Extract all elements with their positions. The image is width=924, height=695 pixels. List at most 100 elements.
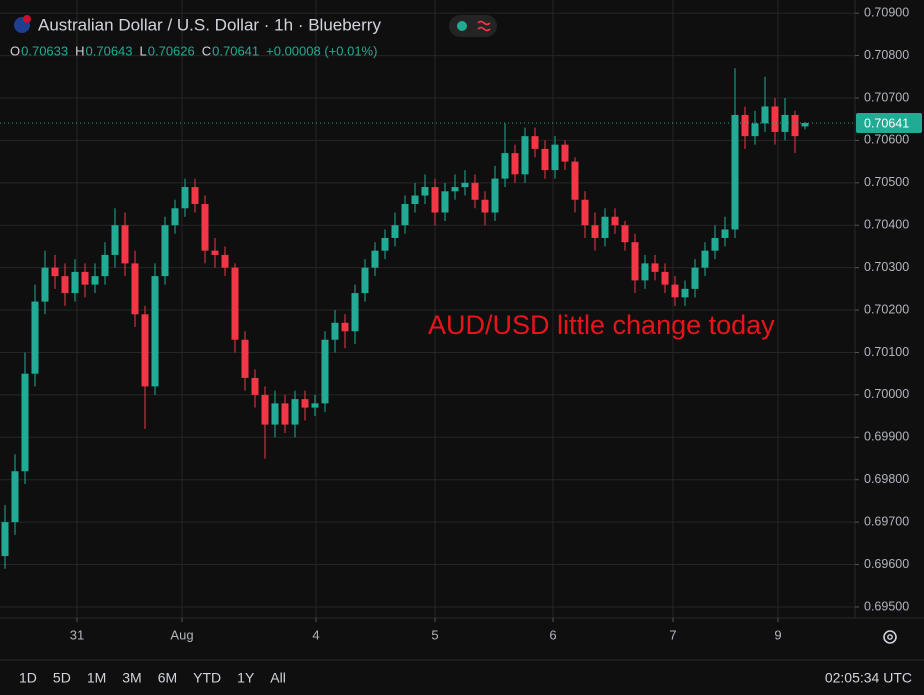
candle-body	[151, 276, 159, 387]
candle-body	[171, 208, 179, 226]
candle-body	[121, 225, 129, 264]
x-tick-label: 5	[431, 627, 438, 642]
candle-layer	[0, 68, 855, 569]
status-wave	[477, 20, 491, 32]
y-tick-label: 0.70000	[864, 387, 909, 401]
candle-body	[751, 123, 759, 137]
flag-icon-accent	[23, 15, 31, 23]
candle-body	[621, 225, 629, 243]
status-pill[interactable]	[449, 15, 497, 37]
candle-body	[661, 271, 669, 285]
range-button[interactable]: 1Y	[237, 670, 255, 686]
candle-body	[161, 225, 169, 277]
ohlc-value: 0.70626	[148, 43, 195, 58]
candle-body	[531, 136, 539, 149]
candle-body	[311, 403, 319, 408]
candle-body	[301, 399, 309, 408]
candle-body	[91, 276, 99, 285]
candle-body	[441, 191, 449, 213]
candle-body	[561, 144, 569, 162]
header: Australian Dollar / U.S. Dollar · 1h · B…	[10, 15, 497, 58]
x-tick-label: 6	[549, 627, 556, 642]
y-tick-label: 0.70900	[864, 5, 909, 19]
candle-body	[271, 403, 279, 425]
range-button[interactable]: YTD	[193, 670, 221, 686]
y-tick-label: 0.70100	[864, 345, 909, 359]
settings-core	[887, 634, 893, 640]
candle-body	[431, 187, 439, 213]
range-button[interactable]: 6M	[158, 670, 177, 686]
y-tick-label: 0.70400	[864, 218, 909, 232]
ohlc-key: L	[140, 43, 147, 58]
axis-layer: 0.70900 0.70800 0.70700 0.70600 0.70500 0.704…	[70, 5, 922, 642]
candle-body	[651, 263, 659, 272]
y-tick-label: 0.69500	[864, 599, 909, 613]
candle-body	[641, 263, 649, 281]
range-button[interactable]: 5D	[53, 670, 71, 686]
candle-body	[541, 148, 549, 171]
candle-body	[321, 339, 329, 404]
y-tick-label: 0.69700	[864, 514, 909, 528]
range-button[interactable]: 1M	[87, 670, 106, 686]
candle-body	[521, 136, 529, 175]
candle-body	[231, 267, 239, 340]
range-button[interactable]: All	[270, 670, 286, 686]
candle-body	[801, 123, 809, 127]
candle-body	[461, 182, 469, 188]
y-tick-label: 0.69600	[864, 557, 909, 571]
candle-body	[671, 284, 679, 298]
x-tick-label: 9	[774, 627, 781, 642]
candle-body	[501, 153, 509, 179]
candle-body	[691, 267, 699, 289]
candle-body	[71, 271, 79, 294]
candle-body	[601, 216, 609, 238]
candle-body	[1, 522, 9, 557]
y-tick-label: 0.69900	[864, 430, 909, 444]
settings-icon[interactable]	[883, 630, 897, 644]
candle-body	[711, 237, 719, 251]
candle-body	[201, 204, 209, 251]
toolbar: 1D 5D 1M 3M 6M YTD 1Y All	[19, 670, 286, 686]
candle-body	[401, 204, 409, 226]
last-price-label: 0.70641	[864, 116, 909, 130]
candle-body	[391, 225, 399, 238]
candle-body	[511, 153, 519, 175]
candle-body	[131, 263, 139, 315]
candle-body	[211, 250, 219, 255]
candle-body	[481, 199, 489, 213]
candle-body	[591, 225, 599, 238]
x-tick-label: 31	[70, 627, 84, 642]
candle-body	[331, 322, 339, 340]
x-tick-label: 7	[669, 627, 676, 642]
ohlc-value: 0.70633	[21, 43, 68, 58]
candle-body	[31, 301, 39, 374]
candle-body	[51, 267, 59, 277]
candle-body	[241, 339, 249, 378]
candle-body	[681, 288, 689, 298]
candle-body	[21, 373, 29, 472]
candle-body	[11, 471, 19, 523]
ohlc-change: +0.00008 (+0.01%)	[266, 43, 377, 58]
candle-body	[371, 250, 379, 268]
x-tick-label: Aug	[170, 627, 193, 642]
candle-body	[41, 267, 49, 302]
y-tick-label: 0.70300	[864, 260, 909, 274]
candle-body	[181, 187, 189, 209]
candle-body	[611, 216, 619, 226]
candle-body	[191, 187, 199, 205]
range-button[interactable]: 1D	[19, 670, 37, 686]
candle-body	[581, 199, 589, 226]
clock: 02:05:34 UTC	[825, 670, 912, 686]
ohlc-key: O	[10, 43, 20, 58]
y-tick-label: 0.70500	[864, 175, 909, 189]
candle-body	[261, 394, 269, 425]
y-tick-label: 0.70600	[864, 133, 909, 147]
candle-body	[551, 144, 559, 171]
candle-body	[351, 293, 359, 332]
candle-body	[741, 114, 749, 137]
chart-title: Australian Dollar / U.S. Dollar · 1h · B…	[38, 15, 381, 34]
ohlc-value: 0.70643	[86, 43, 133, 58]
status-dot	[457, 21, 467, 31]
range-button[interactable]: 3M	[122, 670, 141, 686]
